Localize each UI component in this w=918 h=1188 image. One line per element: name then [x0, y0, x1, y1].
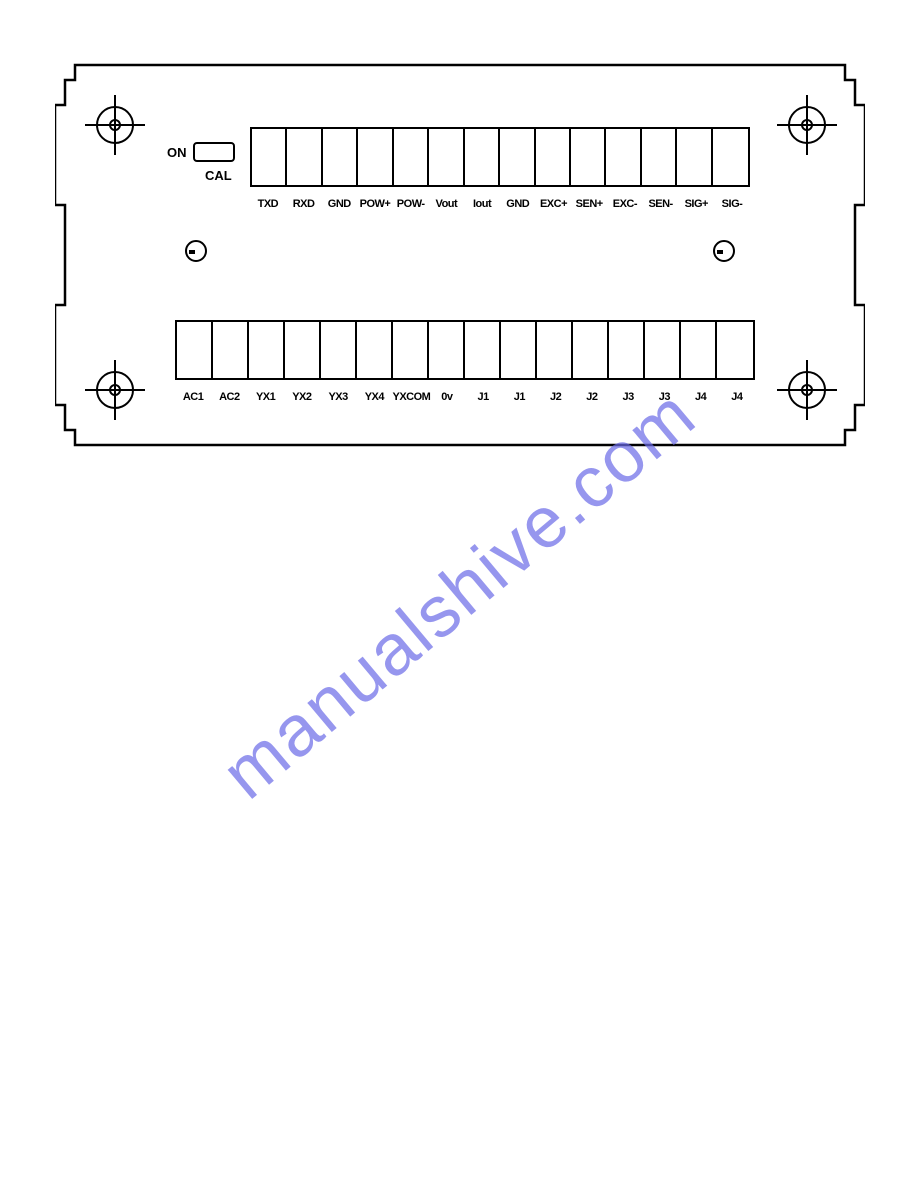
- terminal-label: POW-: [393, 198, 429, 210]
- terminal-cell: [252, 129, 287, 185]
- terminal-cell: [606, 129, 641, 185]
- terminal-cell: [429, 322, 465, 378]
- terminal-label: J4: [719, 391, 755, 403]
- terminal-cell: [394, 129, 429, 185]
- screw-icon: [777, 95, 837, 155]
- terminal-cell: [465, 129, 500, 185]
- terminal-label: J3: [610, 391, 646, 403]
- terminal-block-top: [250, 127, 750, 187]
- terminal-labels-top: TXDRXDGNDPOW+POW-VoutIoutGNDEXC+SEN+EXC-…: [250, 198, 750, 210]
- terminal-label: AC1: [175, 391, 211, 403]
- terminal-cell: [717, 322, 753, 378]
- terminal-label: TXD: [250, 198, 286, 210]
- terminal-cell: [213, 322, 249, 378]
- terminal-cell: [358, 129, 393, 185]
- terminal-label: Iout: [464, 198, 500, 210]
- terminal-block-bottom: [175, 320, 755, 380]
- terminal-label: YXCOM: [393, 391, 429, 403]
- terminal-label: J4: [683, 391, 719, 403]
- terminal-cell: [321, 322, 357, 378]
- dip-switch: [193, 142, 235, 162]
- terminal-label: SIG+: [678, 198, 714, 210]
- terminal-label: 0v: [429, 391, 465, 403]
- terminal-label: J2: [574, 391, 610, 403]
- terminal-label: Vout: [429, 198, 465, 210]
- terminal-cell: [681, 322, 717, 378]
- terminal-cell: [285, 322, 321, 378]
- screw-icon: [85, 95, 145, 155]
- screw-icon: [85, 360, 145, 420]
- terminal-cell: [536, 129, 571, 185]
- terminal-cell: [249, 322, 285, 378]
- terminal-label: GND: [500, 198, 536, 210]
- terminal-cell: [573, 322, 609, 378]
- terminal-cell: [323, 129, 358, 185]
- terminal-label: J2: [538, 391, 574, 403]
- terminal-cell: [287, 129, 322, 185]
- terminal-label: YX1: [248, 391, 284, 403]
- terminal-cell: [677, 129, 712, 185]
- terminal-cell: [571, 129, 606, 185]
- terminal-label: POW+: [357, 198, 393, 210]
- switch-on-label: ON: [167, 145, 187, 160]
- terminal-label: SEN+: [571, 198, 607, 210]
- terminal-cell: [501, 322, 537, 378]
- terminal-cell: [429, 129, 464, 185]
- terminal-label: SIG-: [714, 198, 750, 210]
- screw-icon: [777, 360, 837, 420]
- mounting-hole-icon: [713, 240, 735, 262]
- terminal-cell: [713, 129, 748, 185]
- terminal-cell: [357, 322, 393, 378]
- terminal-cell: [537, 322, 573, 378]
- terminal-cell: [609, 322, 645, 378]
- terminal-cell: [177, 322, 213, 378]
- mounting-hole-icon: [185, 240, 207, 262]
- terminal-cell: [642, 129, 677, 185]
- terminal-label: J1: [501, 391, 537, 403]
- terminal-label: EXC+: [536, 198, 572, 210]
- terminal-cell: [393, 322, 429, 378]
- terminal-label: GND: [321, 198, 357, 210]
- terminal-label: J1: [465, 391, 501, 403]
- terminal-label: AC2: [211, 391, 247, 403]
- terminal-label: RXD: [286, 198, 322, 210]
- terminal-cell: [645, 322, 681, 378]
- terminal-label: EXC-: [607, 198, 643, 210]
- terminal-label: SEN-: [643, 198, 679, 210]
- switch-cal-label: CAL: [205, 168, 232, 183]
- circuit-board: ON CAL TXDRXDGNDPOW+POW-VoutIoutGNDEXC+S…: [55, 55, 865, 455]
- terminal-label: YX2: [284, 391, 320, 403]
- terminal-cell: [465, 322, 501, 378]
- terminal-label: YX4: [356, 391, 392, 403]
- terminal-label: J3: [646, 391, 682, 403]
- terminal-cell: [500, 129, 535, 185]
- terminal-labels-bottom: AC1AC2YX1YX2YX3YX4YXCOM0vJ1J1J2J2J3J3J4J…: [175, 391, 755, 403]
- terminal-label: YX3: [320, 391, 356, 403]
